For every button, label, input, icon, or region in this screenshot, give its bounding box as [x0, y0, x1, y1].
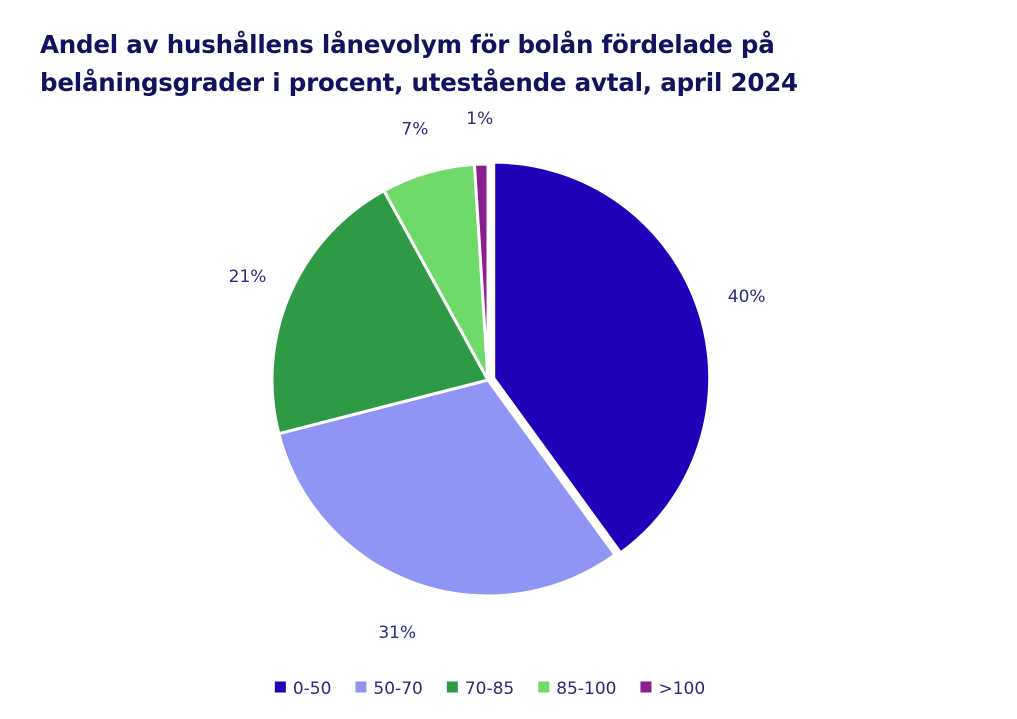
legend-swatch	[274, 681, 286, 693]
legend-swatch	[355, 681, 367, 693]
pie-slice-70-85	[270, 189, 490, 436]
data-label: 40%	[728, 287, 766, 307]
legend-label: 50-70	[373, 679, 422, 699]
data-label: 7%	[401, 119, 428, 139]
pie-slice-100	[472, 162, 490, 382]
pie-slices	[270, 160, 712, 598]
legend-label: 85-100	[556, 679, 616, 699]
pie-slice-50-70	[277, 378, 617, 598]
chart-legend: 0-50 50-70 70-85 85-100 >100	[274, 679, 705, 699]
legend-label: 0-50	[293, 679, 332, 699]
legend-swatch	[538, 681, 550, 693]
pie-slice-0-50	[492, 160, 712, 555]
data-label: 1%	[466, 109, 493, 129]
legend-swatch	[640, 681, 652, 693]
data-label: 31%	[378, 623, 416, 643]
legend-label: 70-85	[465, 679, 514, 699]
pie-data-labels: 40% 31% 21% 7% 1%	[229, 109, 766, 643]
legend-swatch	[446, 681, 458, 693]
legend-label: >100	[658, 679, 705, 699]
chart-title: Andel av hushållens lånevolym för bolån …	[40, 30, 798, 97]
data-label: 21%	[229, 267, 267, 287]
